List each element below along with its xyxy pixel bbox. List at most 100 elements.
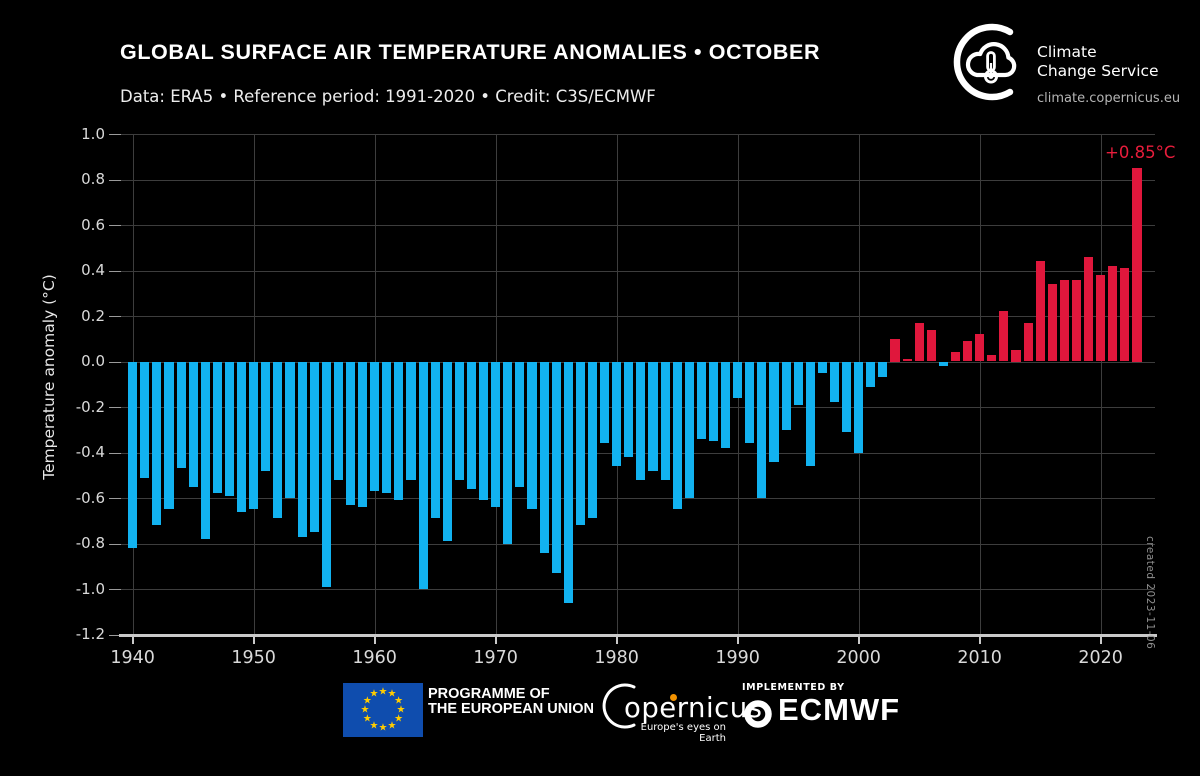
- bar-2003: [890, 338, 900, 362]
- x-tick: [131, 637, 134, 644]
- c3s-logo: Climate Change Service climate.copernicu…: [951, 17, 1191, 112]
- implemented-by-label: IMPLEMENTED BY: [742, 682, 845, 693]
- bar-1959: [358, 361, 368, 508]
- copernicus-orange-dot-icon: [670, 694, 677, 701]
- bar-1940: [128, 361, 138, 549]
- y-tick: [109, 316, 121, 317]
- bar-1992: [757, 361, 767, 498]
- bar-2023: [1132, 168, 1142, 362]
- bar-1951: [261, 361, 271, 471]
- bar-1974: [539, 361, 549, 553]
- x-tick: [1099, 637, 1102, 644]
- y-tick: [109, 225, 121, 226]
- bar-1960: [370, 361, 380, 492]
- y-tick-label: -0.8: [75, 534, 105, 552]
- bar-1995: [793, 361, 803, 405]
- bar-1981: [624, 361, 634, 458]
- bar-2009: [963, 341, 973, 362]
- y-tick-label: -0.4: [75, 443, 105, 461]
- y-tick: [109, 270, 121, 272]
- bar-2010: [975, 334, 985, 362]
- c3s-logo-url: climate.copernicus.eu: [1037, 91, 1181, 106]
- ecmwf-interlocked-c-icon: [744, 700, 772, 728]
- bar-2021: [1108, 265, 1118, 362]
- y-tick-label: 0.8: [81, 170, 105, 188]
- bar-1956: [321, 361, 331, 587]
- x-tick-label: 1940: [110, 648, 155, 668]
- ecmwf-logo: IMPLEMENTED BY ECMWF: [740, 681, 920, 737]
- bar-2017: [1059, 279, 1069, 362]
- y-tick-label: 0.2: [81, 306, 105, 325]
- chart-title: GLOBAL SURFACE AIR TEMPERATURE ANOMALIES…: [120, 40, 821, 64]
- bar-2008: [950, 352, 961, 362]
- bar-1998: [829, 361, 840, 403]
- copernicus-crescent-icon: [602, 683, 636, 729]
- bar-1984: [660, 361, 670, 480]
- bar-2007: [938, 361, 948, 367]
- y-tick: [109, 361, 121, 363]
- x-tick-label: 1950: [231, 648, 276, 668]
- bar-1957: [333, 361, 343, 480]
- y-axis-title: Temperature anomaly (°C): [40, 274, 58, 480]
- gridline-h: [121, 270, 1155, 272]
- chart-subtitle: Data: ERA5 • Reference period: 1991-2020…: [120, 87, 656, 106]
- bar-1944: [176, 361, 186, 469]
- y-tick: [109, 498, 121, 499]
- y-tick: [109, 134, 121, 135]
- bar-1997: [817, 361, 827, 373]
- bar-1985: [672, 361, 682, 510]
- bar-1991: [745, 361, 755, 444]
- gridline-h: [121, 498, 1155, 499]
- bar-1983: [648, 361, 658, 471]
- y-tick-label: 0.0: [81, 352, 105, 370]
- bar-2018: [1071, 279, 1082, 362]
- gridline-h: [121, 179, 1155, 181]
- bar-1968: [466, 361, 477, 489]
- c3s-logo-name: Climate Change Service: [1037, 43, 1159, 80]
- eu-star-icon: ★: [362, 695, 372, 707]
- y-tick-label: -1.2: [75, 625, 105, 643]
- eu-star-icon: ★: [378, 686, 388, 698]
- bar-1963: [406, 361, 416, 480]
- x-tick: [978, 637, 981, 644]
- bar-1980: [612, 361, 622, 467]
- x-tick: [857, 637, 860, 644]
- bar-2002: [878, 361, 888, 378]
- bar-1943: [164, 361, 174, 510]
- eu-programme-label: PROGRAMME OF THE EUROPEAN UNION: [428, 686, 594, 717]
- bar-1953: [285, 361, 295, 498]
- bar-1989: [721, 361, 731, 448]
- bar-2004: [902, 359, 912, 362]
- x-tick-label: 1970: [473, 648, 518, 668]
- copernicus-wordmark: opernicus: [624, 692, 763, 724]
- x-tick-label: 1980: [594, 648, 639, 668]
- gridline-h: [121, 543, 1155, 545]
- gridline-h: [121, 589, 1155, 590]
- bar-1949: [237, 361, 247, 512]
- bar-2022: [1120, 268, 1130, 362]
- copernicus-logo: opernicus Europe's eyes on Earth: [598, 681, 762, 744]
- x-tick: [252, 637, 255, 644]
- eu-star-icon: ★: [394, 695, 404, 707]
- x-tick: [373, 637, 376, 644]
- x-tick-label: 2000: [836, 648, 881, 668]
- bar-2013: [1011, 350, 1021, 362]
- bar-1947: [212, 361, 222, 494]
- copernicus-tagline: Europe's eyes on Earth: [640, 722, 726, 744]
- eu-star-icon: ★: [387, 720, 397, 732]
- eu-star-icon: ★: [396, 704, 406, 716]
- x-axis-line: [119, 634, 1157, 637]
- bar-1970: [491, 361, 501, 508]
- bar-1945: [188, 361, 198, 487]
- y-tick-label: 0.4: [81, 261, 105, 279]
- eu-star-icon: ★: [378, 722, 388, 734]
- gridline-h: [121, 225, 1155, 226]
- bar-1950: [249, 361, 259, 510]
- bar-1948: [224, 361, 235, 496]
- bar-1961: [382, 361, 392, 494]
- bar-1993: [769, 361, 779, 462]
- bar-1958: [345, 361, 356, 505]
- bar-1988: [708, 361, 719, 442]
- gridline-h: [121, 316, 1155, 317]
- x-tick: [494, 637, 497, 644]
